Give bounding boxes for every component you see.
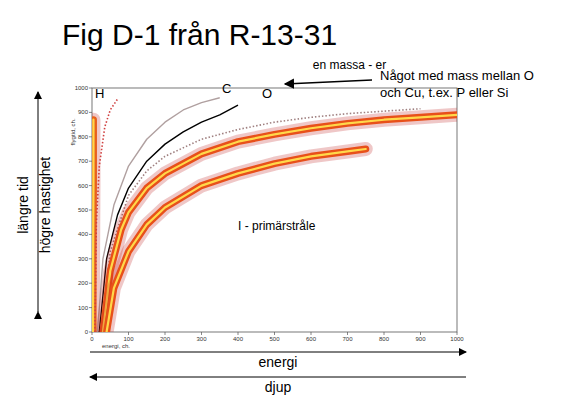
y-tick <box>89 234 92 235</box>
x-tick-label: 0 <box>90 336 94 342</box>
y-tick <box>89 136 92 137</box>
band-glow <box>107 149 366 332</box>
annotation: en massa - er <box>313 58 386 72</box>
x-tick-label: 200 <box>160 336 171 342</box>
x-tick-label: 100 <box>123 336 134 342</box>
bottom-label: djup <box>265 379 292 395</box>
x-tick <box>347 332 348 335</box>
annotation: I - primärstråle <box>238 219 316 233</box>
x-tick-label: 800 <box>379 336 390 342</box>
x-tick <box>165 332 166 335</box>
y-tick <box>89 161 92 162</box>
y-tick-label: 500 <box>78 207 89 213</box>
x-tick-label: 900 <box>415 336 426 342</box>
note: och Cu, t.ex. P eller Si <box>380 85 508 100</box>
band-glow <box>103 115 457 332</box>
y-tick-label: 1000 <box>75 85 89 91</box>
y-tick <box>89 332 92 333</box>
annotation: C <box>222 81 231 96</box>
y-tick-label: 600 <box>78 183 89 189</box>
y-tick <box>89 258 92 259</box>
x-tick-label: 1000 <box>450 336 464 342</box>
x-tick <box>274 332 275 335</box>
x-tick-label: 400 <box>233 336 244 342</box>
y-tick-label: 200 <box>78 280 89 286</box>
y-tick-label: 0 <box>85 329 89 335</box>
y-tick-label: 700 <box>78 158 89 164</box>
x-tick-label: 300 <box>196 336 207 342</box>
bottom-arrow <box>90 377 466 378</box>
bottom-label: energi <box>259 354 298 370</box>
bottom-arrow <box>90 352 466 353</box>
x-tick <box>201 332 202 335</box>
plot-frame <box>92 88 457 332</box>
x-tick-label: 600 <box>306 336 317 342</box>
x-tick <box>384 332 385 335</box>
y-tick <box>89 283 92 284</box>
x-tick <box>457 332 458 335</box>
band <box>103 115 457 332</box>
band-core <box>103 115 457 332</box>
arrow <box>285 80 372 84</box>
y-tick-label: 900 <box>78 109 89 115</box>
y-tick-label: 400 <box>78 231 89 237</box>
y-tick <box>89 210 92 211</box>
x-tick-label: 500 <box>269 336 280 342</box>
side-label: längre tid <box>15 176 31 234</box>
band-core <box>92 120 95 332</box>
y-tick <box>89 88 92 89</box>
x-tick <box>128 332 129 335</box>
plot-area <box>93 98 457 332</box>
band <box>107 149 366 332</box>
x-tick <box>92 332 93 335</box>
x-tick <box>238 332 239 335</box>
x-axis-label: energi, ch. <box>102 343 130 349</box>
x-tick-label: 700 <box>342 336 353 342</box>
y-tick-label: 300 <box>78 256 89 262</box>
y-tick <box>89 185 92 186</box>
note: Något med mass mellan O <box>380 68 534 83</box>
chart: Fig D-1 från R-13-31 0 100 200 300 400 500 600 7… <box>0 0 585 398</box>
y-tick-label: 800 <box>78 134 89 140</box>
y-tick-label: 100 <box>78 305 89 311</box>
y-tick <box>89 112 92 113</box>
x-tick <box>311 332 312 335</box>
side-label: högre hastighet <box>37 157 53 254</box>
annotation: H <box>95 86 104 101</box>
y-tick <box>89 307 92 308</box>
x-tick <box>420 332 421 335</box>
title: Fig D-1 från R-13-31 <box>62 18 337 51</box>
band-core <box>107 149 366 332</box>
y-axis-label: flygtid, ch. <box>70 118 76 145</box>
annotation: O <box>262 86 272 101</box>
